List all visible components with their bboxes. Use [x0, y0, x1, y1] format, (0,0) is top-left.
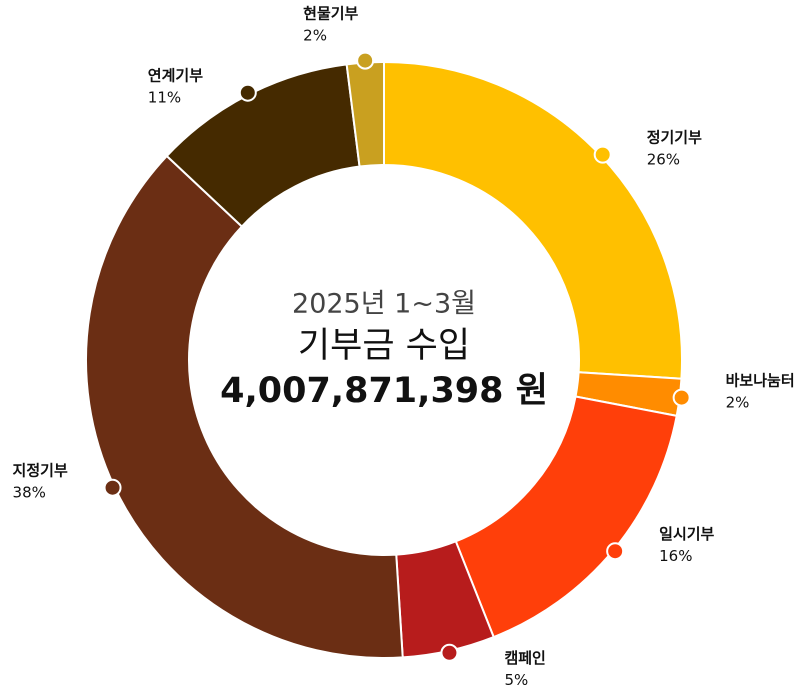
slice-value: 38% [13, 484, 46, 502]
slice-name: 일시기부 [659, 525, 714, 543]
label-marker [356, 51, 375, 70]
slice-name: 정기기부 [647, 129, 702, 147]
slice-name: 지정기부 [13, 462, 68, 480]
slice-name: 현물기부 [303, 5, 358, 23]
center-title: 기부금 수입 [298, 326, 470, 366]
label-marker [593, 145, 612, 164]
donut-slice [454, 395, 678, 639]
donut-slice [85, 154, 404, 659]
donut-slice [383, 60, 683, 380]
center-total: 4,007,871,398 원 [220, 371, 548, 411]
label-marker [606, 542, 625, 561]
center-date: 2025년 1~3월 [292, 289, 476, 320]
slice-value: 2% [303, 27, 327, 45]
slice-value: 11% [148, 89, 181, 107]
slice-name: 연계기부 [148, 67, 203, 85]
slice-name: 캠페인 [504, 649, 545, 667]
label-marker [238, 83, 257, 102]
label-marker [440, 643, 459, 662]
slice-value: 16% [659, 547, 692, 565]
label-marker [672, 388, 691, 407]
slice-name: 바보나눔터 [726, 372, 795, 390]
slice-value: 2% [726, 394, 750, 412]
slice-value: 26% [647, 151, 680, 169]
slice-value: 5% [504, 671, 528, 689]
label-marker [103, 478, 122, 497]
